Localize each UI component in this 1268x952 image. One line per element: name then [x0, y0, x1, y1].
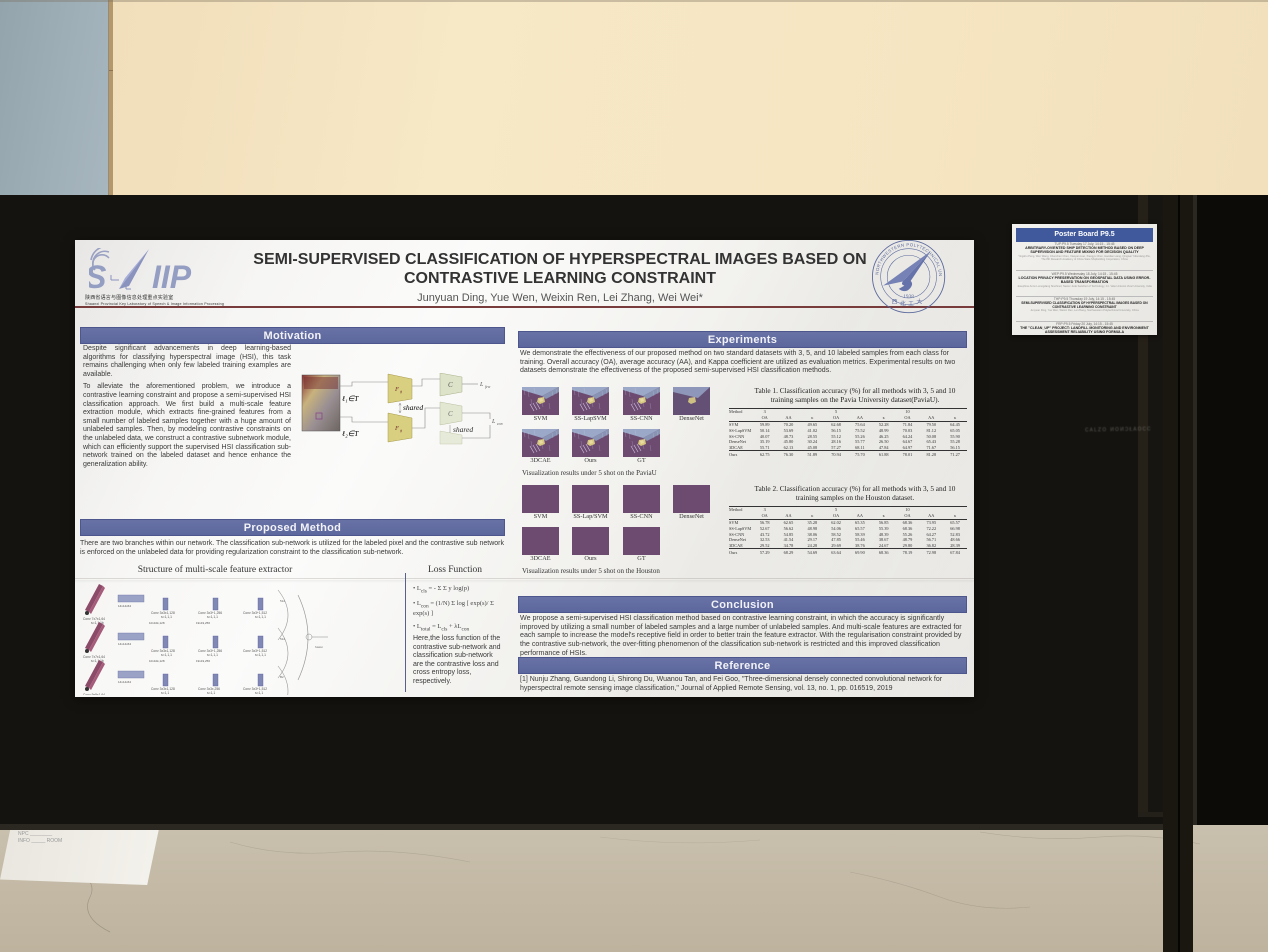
svg-text:s=1,1: s=1,1 — [207, 691, 215, 695]
svg-text:s=1,1,1: s=1,1,1 — [161, 615, 172, 619]
svg-text:s=1,1: s=1,1 — [161, 691, 169, 695]
svg-text:S: S — [89, 259, 107, 294]
svg-text:512: 512 — [280, 599, 285, 603]
svg-text:few: few — [485, 385, 491, 389]
svg-text:1938: 1938 — [903, 294, 914, 300]
svg-text:10x10k,128: 10x10k,128 — [149, 621, 165, 625]
svg-text:s=1,1,1: s=1,1,1 — [255, 615, 266, 619]
svg-text:512: 512 — [280, 637, 285, 641]
svg-text:大: 大 — [916, 298, 922, 306]
svg-text:s=1,1,1: s=1,1,1 — [161, 653, 172, 657]
svg-text:IIP: IIP — [152, 259, 192, 294]
svg-text:19x19,256: 19x19,256 — [196, 659, 210, 663]
svg-text:B2: B2 — [280, 675, 284, 679]
svg-text:C: C — [448, 381, 453, 389]
svg-text:C: C — [448, 410, 453, 418]
svg-text:ℓ₂∈T: ℓ₂∈T — [342, 429, 359, 438]
svg-text:14x14x64: 14x14x64 — [118, 604, 131, 608]
svg-text:14x14x64: 14x14x64 — [118, 642, 131, 646]
svg-text:Conv 9x9x1,64: Conv 9x9x1,64 — [83, 693, 105, 695]
svg-text:con: con — [497, 422, 503, 426]
svg-text:fusion: fusion — [315, 645, 323, 649]
svg-text:西: 西 — [892, 299, 898, 306]
svg-text:工: 工 — [908, 300, 914, 307]
svg-text:19x19,256: 19x19,256 — [196, 621, 210, 625]
svg-text:L: L — [479, 382, 484, 388]
svg-text:北: 北 — [900, 299, 906, 307]
svg-text:s=1,1,1: s=1,1,1 — [255, 653, 266, 657]
svg-text:10x10k,128: 10x10k,128 — [149, 659, 165, 663]
svg-text:14x14x64: 14x14x64 — [118, 680, 131, 684]
svg-text:shared: shared — [453, 425, 473, 434]
svg-text:s=1,1,1: s=1,1,1 — [207, 615, 218, 619]
svg-text:s=1,1,1: s=1,1,1 — [207, 653, 218, 657]
svg-text:shared: shared — [403, 403, 423, 412]
svg-text:L: L — [491, 419, 496, 425]
svg-text:ℓ₁∈T: ℓ₁∈T — [342, 394, 359, 403]
svg-text:s=1,1: s=1,1 — [255, 691, 263, 695]
